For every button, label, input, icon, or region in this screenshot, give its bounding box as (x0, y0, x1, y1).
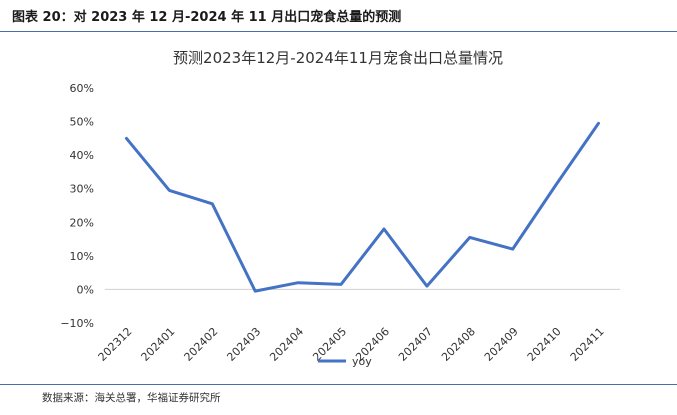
y-tick-label: −10% (60, 317, 94, 330)
y-tick-label: 40% (70, 149, 94, 162)
x-tick-label: 202410 (525, 325, 564, 364)
y-tick-label: 60% (70, 82, 94, 95)
x-tick-label: 202402 (182, 325, 221, 364)
x-tick-label: 202408 (439, 325, 478, 364)
chart-title: 预测2023年12月-2024年11月宠食出口总量情况 (173, 49, 503, 67)
x-tick-label: 202404 (267, 325, 306, 364)
x-tick-label: 202409 (482, 325, 521, 364)
figure-header: 图表 20：对 2023 年 12 月-2024 年 11 月出口宠食总量的预测 (0, 0, 677, 32)
x-tick-label: 202401 (139, 325, 178, 364)
y-tick-label: 0% (77, 283, 94, 296)
figure-caption: 图表 20：对 2023 年 12 月-2024 年 11 月出口宠食总量的预测 (12, 10, 402, 25)
x-tick-label: 202407 (396, 325, 435, 364)
figure-footer-rule (0, 384, 677, 385)
y-tick-label: 20% (70, 216, 94, 229)
x-tick-label: 202405 (310, 325, 349, 364)
y-tick-label: 50% (70, 116, 94, 129)
x-tick-label: 202411 (568, 325, 607, 364)
legend-label: yoy (352, 355, 372, 368)
y-tick-label: 30% (70, 183, 94, 196)
y-tick-label: 10% (70, 250, 94, 263)
figure-source: 数据来源：海关总署，华福证券研究所 (42, 392, 221, 404)
chart: 预测2023年12月-2024年11月宠食出口总量情况 −10% 0% 10% 20% 3… (60, 49, 620, 368)
series-line-yoy (125, 121, 600, 293)
x-tick-label: 202312 (96, 325, 135, 364)
x-tick-label: 202403 (224, 325, 263, 364)
